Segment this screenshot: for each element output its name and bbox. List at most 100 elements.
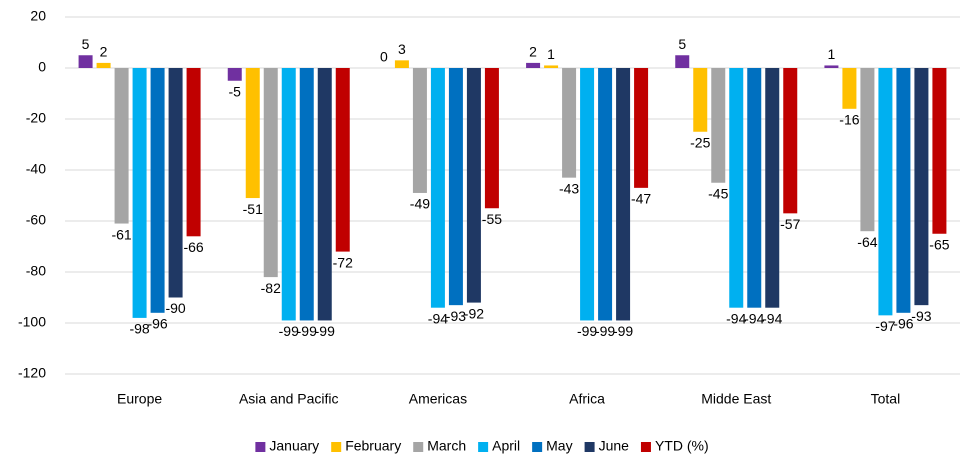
bar [860, 68, 875, 232]
bar [580, 68, 595, 321]
bar [317, 68, 332, 321]
data-label: -94 [428, 310, 448, 326]
data-label: -51 [243, 201, 263, 217]
bar [932, 68, 947, 234]
bar [484, 68, 499, 209]
bar [562, 68, 577, 178]
y-tick-label: -60 [26, 212, 46, 228]
y-tick-label: 0 [38, 59, 46, 75]
y-tick-label: -100 [18, 314, 46, 330]
bar [78, 55, 93, 68]
bar [747, 68, 762, 308]
data-label: -47 [631, 191, 651, 207]
data-label: 2 [529, 44, 537, 60]
bar [281, 68, 296, 321]
data-label: -99 [279, 323, 299, 339]
data-label: -92 [464, 305, 484, 321]
legend-label: February [345, 438, 401, 454]
y-tick-label: -20 [26, 110, 46, 126]
x-tick-label: Total [871, 391, 901, 407]
data-label: -99 [577, 323, 597, 339]
bar [466, 68, 481, 303]
bar [842, 68, 857, 109]
bar [448, 68, 463, 306]
bar [598, 68, 613, 321]
data-label: -25 [690, 134, 710, 150]
data-label: -97 [875, 318, 895, 334]
x-tick-label: Africa [569, 391, 605, 407]
bar [693, 68, 708, 132]
data-label: 3 [398, 41, 406, 57]
data-label: -94 [726, 310, 746, 326]
bar [299, 68, 314, 321]
legend-swatch [413, 442, 424, 452]
data-label: -93 [446, 308, 466, 324]
legend-swatch [640, 442, 651, 452]
data-label: -99 [613, 323, 633, 339]
legend-swatch [331, 442, 342, 452]
data-label: 1 [828, 46, 836, 62]
data-label: 5 [678, 36, 686, 52]
data-label: -55 [482, 211, 502, 227]
legend-swatch [532, 442, 543, 452]
bar [634, 68, 649, 188]
data-label: 5 [82, 36, 90, 52]
data-label: -57 [780, 216, 800, 232]
bar [896, 68, 911, 313]
bar [430, 68, 445, 308]
bar [675, 55, 690, 68]
legend-label: June [599, 438, 630, 454]
legend-swatch [584, 442, 595, 452]
bar [783, 68, 798, 214]
bar [132, 68, 147, 318]
data-label: 2 [100, 44, 108, 60]
bar [616, 68, 631, 321]
legend-label: January [269, 438, 319, 454]
data-label: -99 [315, 323, 335, 339]
data-label: 1 [547, 46, 555, 62]
data-label: -43 [559, 180, 579, 196]
bar [526, 62, 541, 68]
legend-label: March [427, 438, 466, 454]
y-tick-label: 20 [30, 8, 46, 24]
data-label: -96 [893, 316, 913, 332]
data-label: -99 [297, 323, 317, 339]
bar [394, 60, 409, 68]
legend-label: YTD (%) [655, 438, 709, 454]
data-label: -66 [183, 239, 203, 255]
bar [412, 68, 427, 193]
data-label: -99 [595, 323, 615, 339]
y-tick-label: -120 [18, 365, 46, 381]
bar [729, 68, 744, 308]
bar [878, 68, 893, 316]
data-label: -94 [762, 310, 782, 326]
x-tick-label: Europe [117, 391, 162, 407]
bar [114, 68, 129, 224]
bar [824, 65, 839, 68]
x-tick-label: Midde East [701, 391, 771, 407]
legend-swatch [255, 442, 266, 452]
legend-swatch [478, 442, 489, 452]
data-label: -65 [929, 236, 949, 252]
bar [96, 62, 111, 68]
data-label: -98 [129, 321, 149, 337]
bar [168, 68, 183, 298]
bar [711, 68, 726, 183]
bar [227, 68, 242, 81]
legend-label: May [546, 438, 572, 454]
bar [335, 68, 350, 252]
legend-label: April [492, 438, 520, 454]
y-tick-label: -40 [26, 161, 46, 177]
data-label: -64 [857, 234, 877, 250]
bar [544, 65, 559, 68]
bar [245, 68, 260, 199]
data-label: -90 [165, 300, 185, 316]
bar [914, 68, 929, 306]
data-label: -82 [261, 280, 281, 296]
y-tick-label: -80 [26, 263, 46, 279]
x-tick-label: Asia and Pacific [239, 391, 339, 407]
data-label: -96 [147, 316, 167, 332]
bar [263, 68, 278, 278]
data-label: -94 [744, 310, 764, 326]
